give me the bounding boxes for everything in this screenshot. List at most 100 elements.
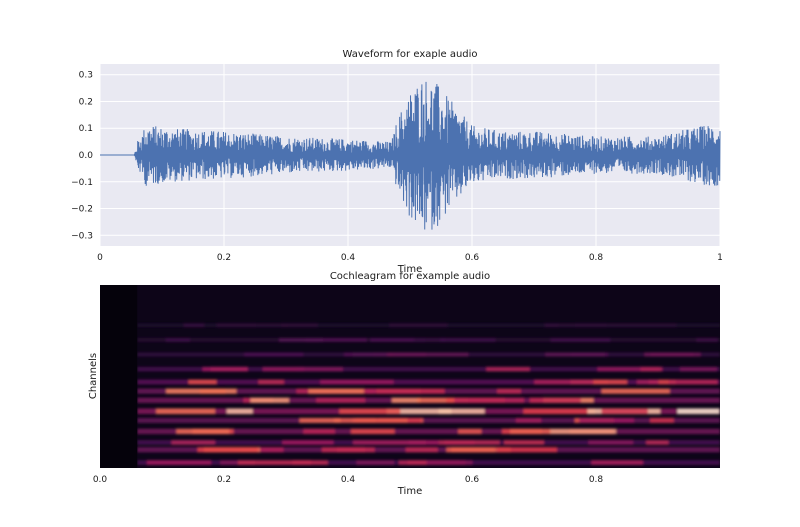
cochleagram-streak <box>679 366 717 372</box>
cochleagram-streak <box>405 447 438 453</box>
cochleagram-streak <box>250 397 289 403</box>
cochleagram-panel: Cochleagram for example audio 0.0 0.2 0.4 0… <box>88 271 720 497</box>
cochleagram-streak <box>220 460 256 465</box>
cochleagram-streak <box>438 440 500 445</box>
cochleagram-streak <box>305 338 367 342</box>
cochleagram-streak <box>202 366 248 372</box>
cochleagram-streak <box>497 388 521 394</box>
cochleagram-band <box>137 417 720 423</box>
cochleagram-streak <box>497 447 557 453</box>
cochleagram-streak <box>644 352 701 357</box>
cochleagram-x-tick-label: 0.8 <box>589 475 604 485</box>
cochleagram-streak <box>200 388 226 394</box>
cochleagram-streak <box>183 323 205 327</box>
waveform-x-tick-label: 1 <box>717 253 723 263</box>
cochleagram-y-label: Channels <box>88 353 99 399</box>
cochleagram-streak <box>165 338 190 342</box>
cochleagram-x-tick-label: 0.6 <box>465 475 480 485</box>
cochleagram-streak <box>646 440 669 445</box>
cochleagram-streak <box>545 352 605 357</box>
cochleagram-streak <box>386 408 452 415</box>
cochleagram-streak <box>618 366 659 372</box>
cochleagram-streak <box>316 397 366 403</box>
cochleagram-streak <box>640 366 663 372</box>
cochleagram-streak <box>440 338 496 342</box>
cochleagram-streak <box>370 338 426 342</box>
cochleagram-streak <box>350 428 395 435</box>
cochleagram-background <box>100 285 720 468</box>
cochleagram-streak <box>282 440 334 445</box>
cochleagram-x-ticks: 0.0 0.2 0.4 0.6 0.8 <box>93 475 604 485</box>
waveform-x-tick-label: 0.4 <box>341 253 356 263</box>
cochleagram-streak <box>303 428 335 435</box>
cochleagram-streak <box>570 379 628 385</box>
waveform-x-tick-label: 0.8 <box>589 253 604 263</box>
cochleagram-streak <box>438 408 485 415</box>
cochleagram-streak <box>591 460 643 465</box>
cochleagram-band <box>137 366 720 372</box>
cochleagram-streak <box>352 440 426 445</box>
waveform-y-tick-label: 0.0 <box>79 151 94 161</box>
cochleagram-streak <box>308 388 364 394</box>
cochleagram-streak <box>650 417 674 423</box>
cochleagram-streak <box>426 460 473 465</box>
cochleagram-streak <box>376 388 445 394</box>
waveform-y-tick-label: 0.3 <box>79 71 93 81</box>
cochleagram-streak <box>281 323 318 327</box>
cochleagram-x-tick-label: 0.4 <box>341 475 356 485</box>
cochleagram-streak <box>486 366 530 372</box>
cochleagram-streak <box>408 440 440 445</box>
cochleagram-x-tick-label: 0.2 <box>217 475 231 485</box>
cochleagram-band <box>137 428 720 435</box>
cochleagram-streak <box>344 352 387 357</box>
cochleagram-title: Cochleagram for example audio <box>330 271 490 282</box>
cochleagram-x-tick-label: 0.0 <box>93 475 108 485</box>
cochleagram-streak <box>696 338 718 342</box>
cochleagram-streak <box>446 447 495 453</box>
cochleagram-streak <box>579 417 635 423</box>
cochleagram-band <box>137 379 720 385</box>
cochleagram-streak <box>244 352 304 357</box>
cochleagram-streak <box>240 447 284 453</box>
waveform-y-tick-label: 0.2 <box>79 97 93 107</box>
waveform-y-ticks: −0.3 −0.2 −0.1 0.0 0.1 0.2 0.3 <box>71 71 93 242</box>
cochleagram-streak <box>458 428 482 435</box>
cochleagram-streak <box>297 366 343 372</box>
cochleagram-streak <box>549 428 617 435</box>
waveform-line <box>100 81 721 230</box>
cochleagram-streak <box>417 397 468 403</box>
cochleagram-streak <box>550 338 611 342</box>
cochleagram-streak <box>339 408 401 415</box>
cochleagram-streak <box>504 440 544 445</box>
cochleagram-streak <box>609 323 677 327</box>
cochleagram-streak <box>238 460 312 465</box>
cochleagram-streak <box>146 460 212 465</box>
cochleagram-streak <box>279 338 324 342</box>
cochleagram-streak <box>188 379 217 385</box>
cochleagram-streak <box>255 323 282 327</box>
cochleagram-streak <box>356 417 408 423</box>
cochleagram-streak <box>454 397 525 403</box>
cochleagram-streak <box>333 417 376 423</box>
cochleagram-streak <box>601 388 670 394</box>
cochleagram-streak <box>357 352 426 357</box>
waveform-y-tick-label: −0.3 <box>71 231 93 241</box>
waveform-x-tick-label: 0.6 <box>465 253 480 263</box>
cochleagram-streak <box>176 428 230 435</box>
cochleagram-streak <box>171 440 216 445</box>
cochleagram-streak <box>197 447 258 453</box>
cochleagram-streak <box>320 379 394 385</box>
waveform-x-ticks: 0 0.2 0.4 0.6 0.8 1 <box>97 253 723 263</box>
waveform-y-tick-label: 0.1 <box>79 124 93 134</box>
cochleagram-streak <box>258 379 285 385</box>
waveform-panel: Waveform for exaple audio 0 0.2 0.4 0.6 0.8 1… <box>71 49 723 275</box>
waveform-x-tick-label: 0.2 <box>217 253 231 263</box>
waveform-x-tick-label: 0 <box>97 253 103 263</box>
cochleagram-streak <box>515 417 542 423</box>
waveform-y-tick-label: −0.2 <box>71 205 93 215</box>
cochleagram-streak <box>677 408 720 415</box>
cochleagram-streak <box>534 379 594 385</box>
cochleagram-streak <box>356 460 395 465</box>
cochleagram-streak <box>636 379 659 385</box>
